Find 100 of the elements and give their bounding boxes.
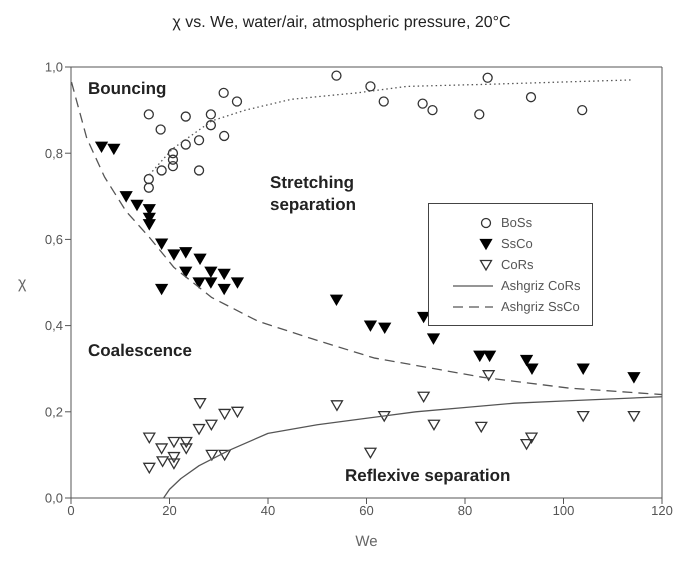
point [205,420,218,430]
point [206,109,216,120]
point [628,410,640,422]
point [330,294,343,306]
y-tick-label: 0,8 [44,146,63,161]
point [628,372,640,383]
point [206,120,216,130]
point [194,165,204,176]
point [155,124,166,135]
point [330,400,344,411]
y-tick-label: 0,0 [44,490,63,506]
point [218,284,230,295]
point [474,109,484,120]
point [120,191,132,202]
point [417,98,428,109]
x-axis-title: We [355,533,378,550]
x-tick-label: 0 [67,503,75,518]
legend-label: SsCo [501,236,533,251]
point [155,443,168,454]
point [482,370,495,381]
point [427,333,440,344]
point [428,420,440,430]
point [219,130,230,142]
point [427,104,438,116]
point [520,438,533,450]
point [194,254,206,264]
x-tick-label: 100 [552,503,574,518]
point [331,70,342,81]
point [180,111,191,122]
point [194,135,204,146]
point [218,450,231,461]
chart-title: χ vs. We, water/air, atmospheric pressure, 20°C [171,13,512,33]
x-tick-label: 40 [260,503,276,518]
point [180,266,192,278]
point [475,422,488,433]
point [520,354,533,366]
point [482,72,493,83]
point [168,452,180,463]
y-tick-label: 1,0 [44,60,63,75]
y-tick-label: 0,2 [44,404,63,420]
point [194,398,206,409]
region-label: Stretching separation [270,172,357,216]
point [180,443,192,454]
point [144,174,154,184]
legend-label: Ashgriz CoRs [501,278,580,293]
y-tick-label: 0,4 [44,318,63,334]
point [365,81,376,92]
point [378,322,391,334]
point [577,104,588,116]
legend-label: BoSs [501,215,532,230]
point [204,277,218,288]
region-label: Coalescence [88,340,192,362]
point [144,182,154,193]
point [143,432,156,444]
region-label: Reflexive separation [345,465,510,487]
point [474,350,486,362]
point [156,456,169,468]
point [577,364,590,374]
x-tick-label: 20 [162,503,177,518]
x-tick-label: 60 [359,503,374,518]
point [180,436,192,448]
point [364,448,377,458]
point [231,277,244,288]
x-tick-label: 120 [651,503,673,518]
point [143,219,156,230]
point [144,109,154,120]
point [231,406,244,418]
point [168,160,178,172]
point [192,277,206,288]
point [483,350,496,362]
point [168,249,180,260]
point [417,392,430,402]
y-axis-title: χ [18,275,27,292]
point [526,92,536,102]
point [378,96,389,107]
point [168,458,180,470]
point [156,165,167,176]
point [95,142,108,152]
point [180,247,192,258]
point [206,450,218,461]
point [130,200,144,211]
y-tick-label: 0,6 [44,232,63,248]
point [108,144,120,155]
point [364,320,377,332]
point [218,268,230,280]
point [526,364,538,374]
legend-label: CoRs [501,257,534,272]
point [525,432,538,444]
point [232,96,242,107]
point [378,410,390,422]
point [155,284,168,295]
legend-label: Ashgriz SsCo [501,299,580,314]
point [143,462,156,474]
point [204,266,218,278]
x-tick-label: 80 [458,503,472,518]
point [192,424,206,435]
point [577,410,590,422]
point [218,408,231,420]
region-label: Bouncing [88,78,166,100]
point [155,238,168,250]
